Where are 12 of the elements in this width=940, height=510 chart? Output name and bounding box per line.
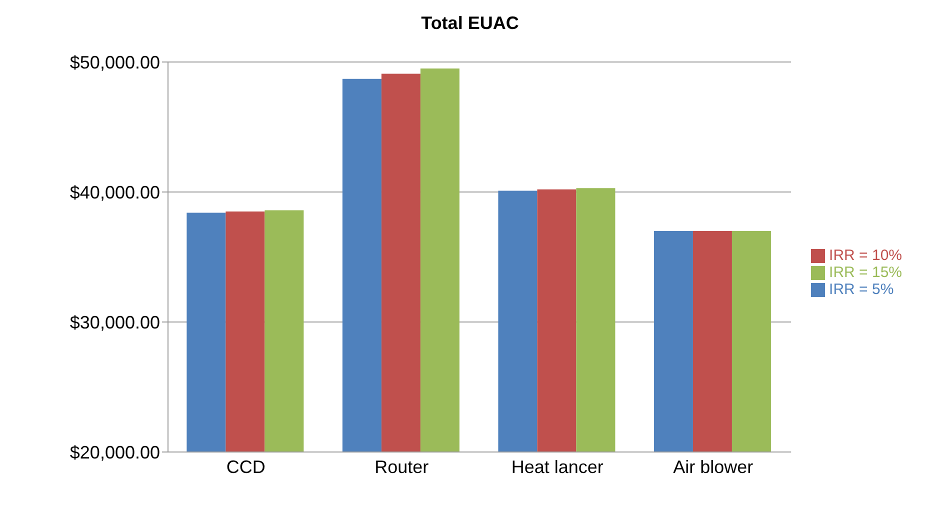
legend-label: IRR = 15% xyxy=(829,264,902,280)
x-tick-label: CCD xyxy=(226,456,266,477)
legend-label: IRR = 5% xyxy=(829,280,894,298)
x-tick-label: Heat lancer xyxy=(511,456,604,477)
y-tick-label: $30,000.00 xyxy=(70,312,160,332)
x-tick-label: Air blower xyxy=(673,456,754,477)
y-tick-label: $20,000.00 xyxy=(70,442,160,462)
y-tick-label: $50,000.00 xyxy=(70,52,160,72)
y-tick-label: $40,000.00 xyxy=(70,182,160,202)
chart-title: Total EUAC xyxy=(420,12,520,35)
x-tick-label: Router xyxy=(374,456,429,477)
legend-label: IRR = 10% xyxy=(829,246,902,264)
